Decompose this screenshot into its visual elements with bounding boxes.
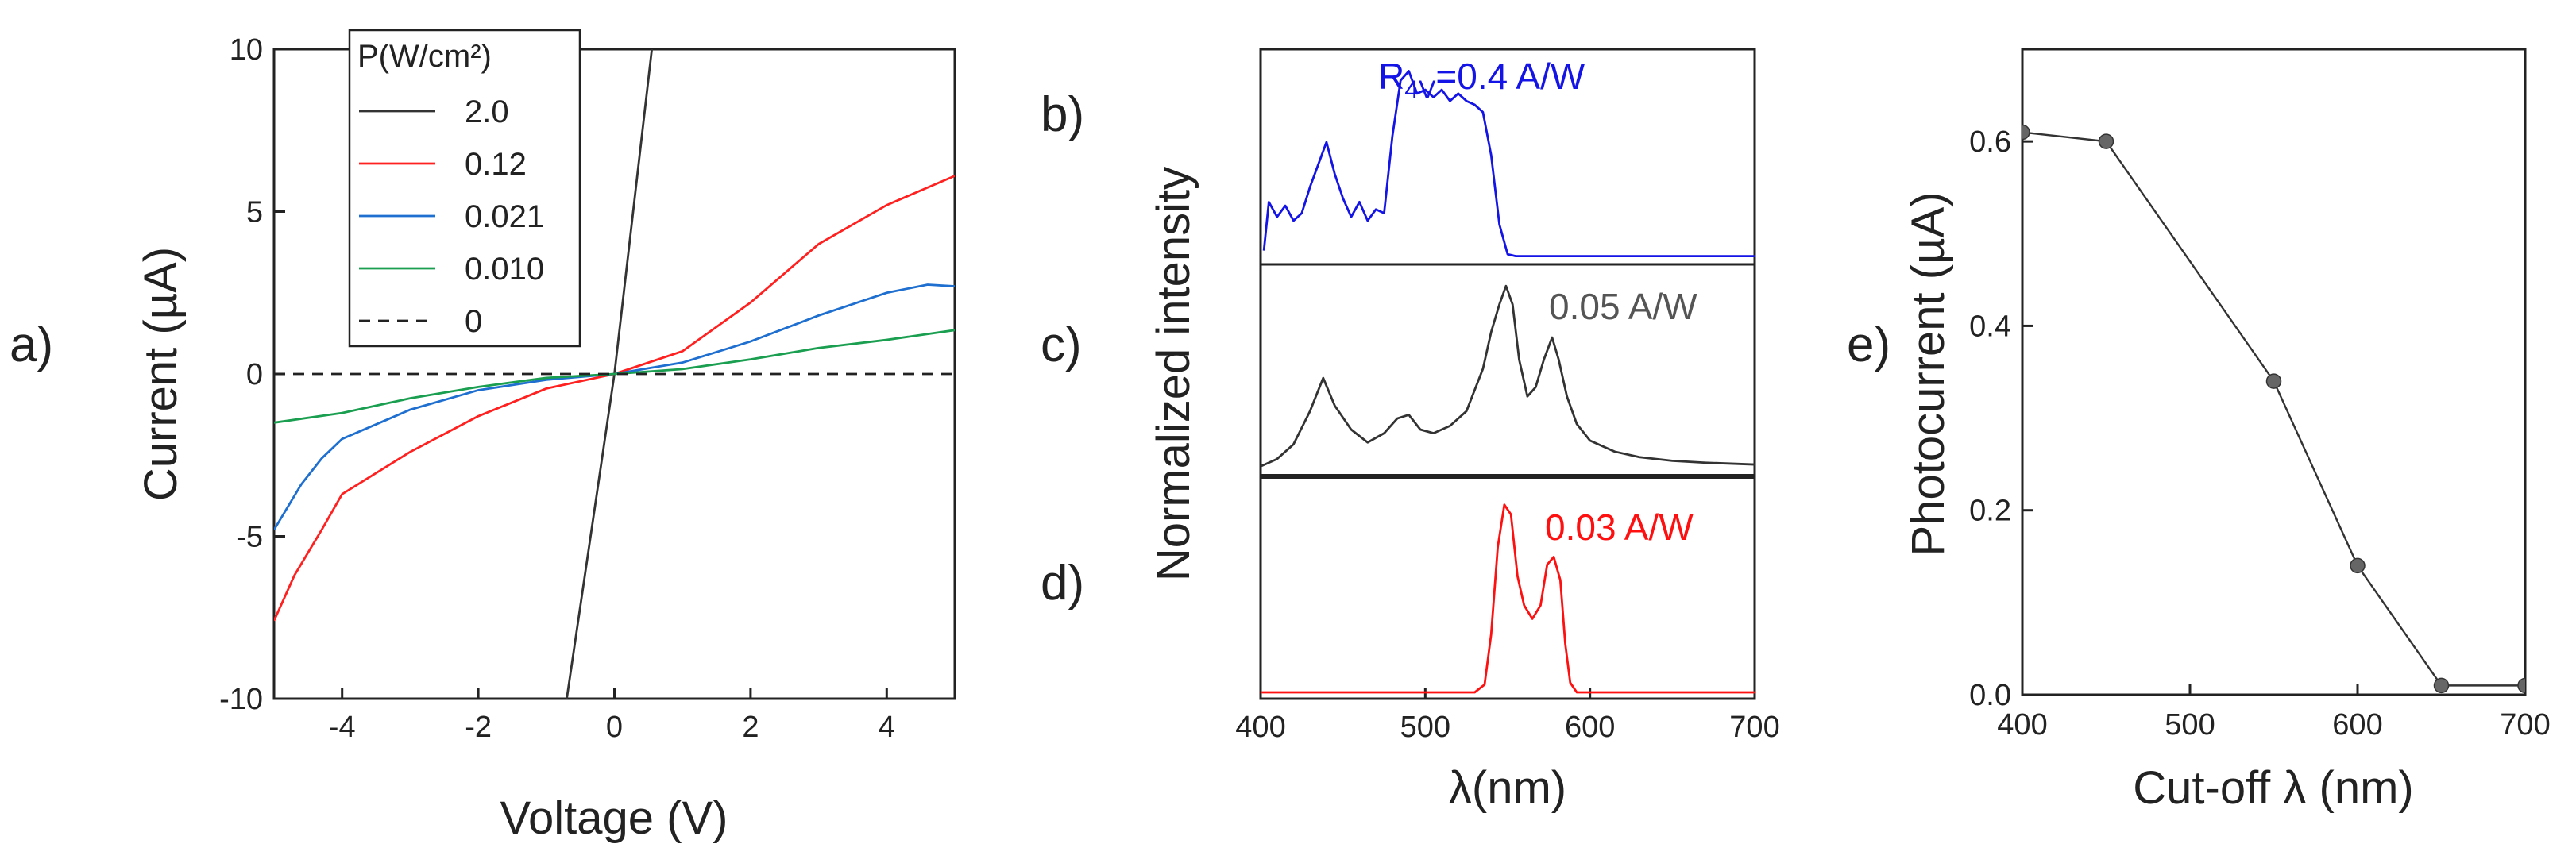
spectrum-line-2	[1261, 503, 1755, 694]
plot-e-xtick-label: 600	[2332, 708, 2382, 742]
plot-a-ytick-label: 10	[230, 33, 263, 67]
annotation-d: 0.03 A/W	[1545, 507, 1694, 548]
legend-label-0.12: 0.12	[465, 147, 527, 182]
plot-bcd-xtick-label: 400	[1235, 711, 1285, 744]
plot-a-ytick-label: 0	[246, 358, 263, 391]
plot-a-legend: P(W/cm²) 2.0 0.12 0.021 0.010 0	[348, 29, 581, 348]
plot-a-xtick-label: -4	[329, 711, 356, 744]
panel-label-a: a)	[10, 318, 53, 372]
plot-e-xlabel: Cut-off λ (nm)	[2133, 762, 2413, 814]
annotation-b: R4V=0.4 A/W	[1378, 56, 1585, 104]
annotation-b-sub: 4V	[1404, 75, 1436, 104]
plot-e-xtick-label: 500	[2165, 708, 2215, 742]
legend-label-0.021: 0.021	[465, 199, 544, 234]
plot-e-xtick-label: 400	[1997, 708, 2047, 742]
plot-a-xtick-label: 0	[606, 711, 623, 744]
chart-a: -4 -2 0 2 4 -10 -5 0 5 10 P(W/cm²) 2.0 0.12 0.021 0.…	[135, 29, 956, 844]
plot-a-ytick-label: 5	[246, 196, 263, 229]
plot-bcd-series	[1260, 70, 1755, 694]
data-point	[2433, 677, 2450, 694]
plot-bcd-xtick-label: 700	[1729, 711, 1779, 744]
plot-a-xlabel: Voltage (V)	[500, 792, 728, 844]
annotation-c: 0.05 A/W	[1549, 286, 1697, 327]
chart-bcd: 400 500 600 700 R4V=0.4 A/W 0.05 A/W 0.03 A…	[1148, 48, 1780, 814]
plot-e-xtick-label: 700	[2500, 708, 2550, 742]
plot-bcd-xtick-label: 600	[1565, 711, 1615, 744]
data-point	[2098, 133, 2114, 149]
plot-e-ytick-label: 0.2	[1969, 495, 2011, 528]
data-point	[2517, 677, 2525, 694]
data-point	[2350, 557, 2366, 574]
plot-a-ylabel: Current (µA)	[135, 247, 187, 501]
plot-bcd-ticks: 400 500 600 700	[1235, 688, 1780, 744]
plot-bcd-xtick-label: 500	[1400, 711, 1450, 744]
plot-a-ticks: -4 -2 0 2 4 -10 -5 0 5 10	[219, 33, 895, 744]
spectrum-line-0	[1262, 70, 1755, 258]
panel-label-e: e)	[1847, 318, 1890, 372]
plot-bcd-xlabel: λ(nm)	[1449, 762, 1566, 814]
legend-label-0: 0	[465, 304, 482, 339]
data-point	[2265, 373, 2282, 389]
plot-e-series	[2022, 124, 2525, 694]
legend-box	[348, 29, 581, 348]
plot-e-ylabel: Photocurrent (µA)	[1902, 192, 1954, 557]
legend-label-0.010: 0.010	[465, 252, 544, 287]
plot-bcd-frame	[1259, 48, 1756, 700]
legend-label-2.0: 2.0	[465, 94, 509, 129]
panel-label-c: c)	[1041, 318, 1082, 372]
plot-bcd-ylabel: Normalized intensity	[1148, 167, 1199, 581]
plot-e-frame	[2021, 48, 2527, 696]
plot-a-xtick-label: 2	[742, 711, 759, 744]
plot-a-series	[274, 49, 955, 699]
series-line-0.010	[274, 329, 955, 424]
panel-label-d: d)	[1041, 556, 1084, 611]
plot-a-xtick-label: 4	[879, 711, 895, 744]
data-point	[2022, 124, 2030, 141]
series-line-0.12	[274, 175, 955, 622]
panel-label-b: b)	[1041, 87, 1084, 142]
photocurrent-line	[2022, 131, 2525, 687]
plot-a-xtick-label: -2	[465, 711, 492, 744]
annotation-b-rest: =0.4 A/W	[1435, 56, 1585, 97]
plot-a-ytick-label: -5	[236, 521, 263, 554]
spectrum-line-1	[1260, 284, 1755, 468]
plot-e-ytick-label: 0.4	[1969, 310, 2011, 343]
plot-e-ytick-label: 0.0	[1969, 679, 2011, 712]
plot-e-ytick-label: 0.6	[1969, 125, 2011, 159]
plot-a-ytick-label: -10	[219, 683, 263, 716]
legend-title: P(W/cm²)	[357, 39, 492, 74]
plot-e-ticks: 400 500 600 700 0.0 0.2 0.4 0.6	[1969, 125, 2551, 742]
annotation-b-base: R	[1378, 56, 1404, 97]
